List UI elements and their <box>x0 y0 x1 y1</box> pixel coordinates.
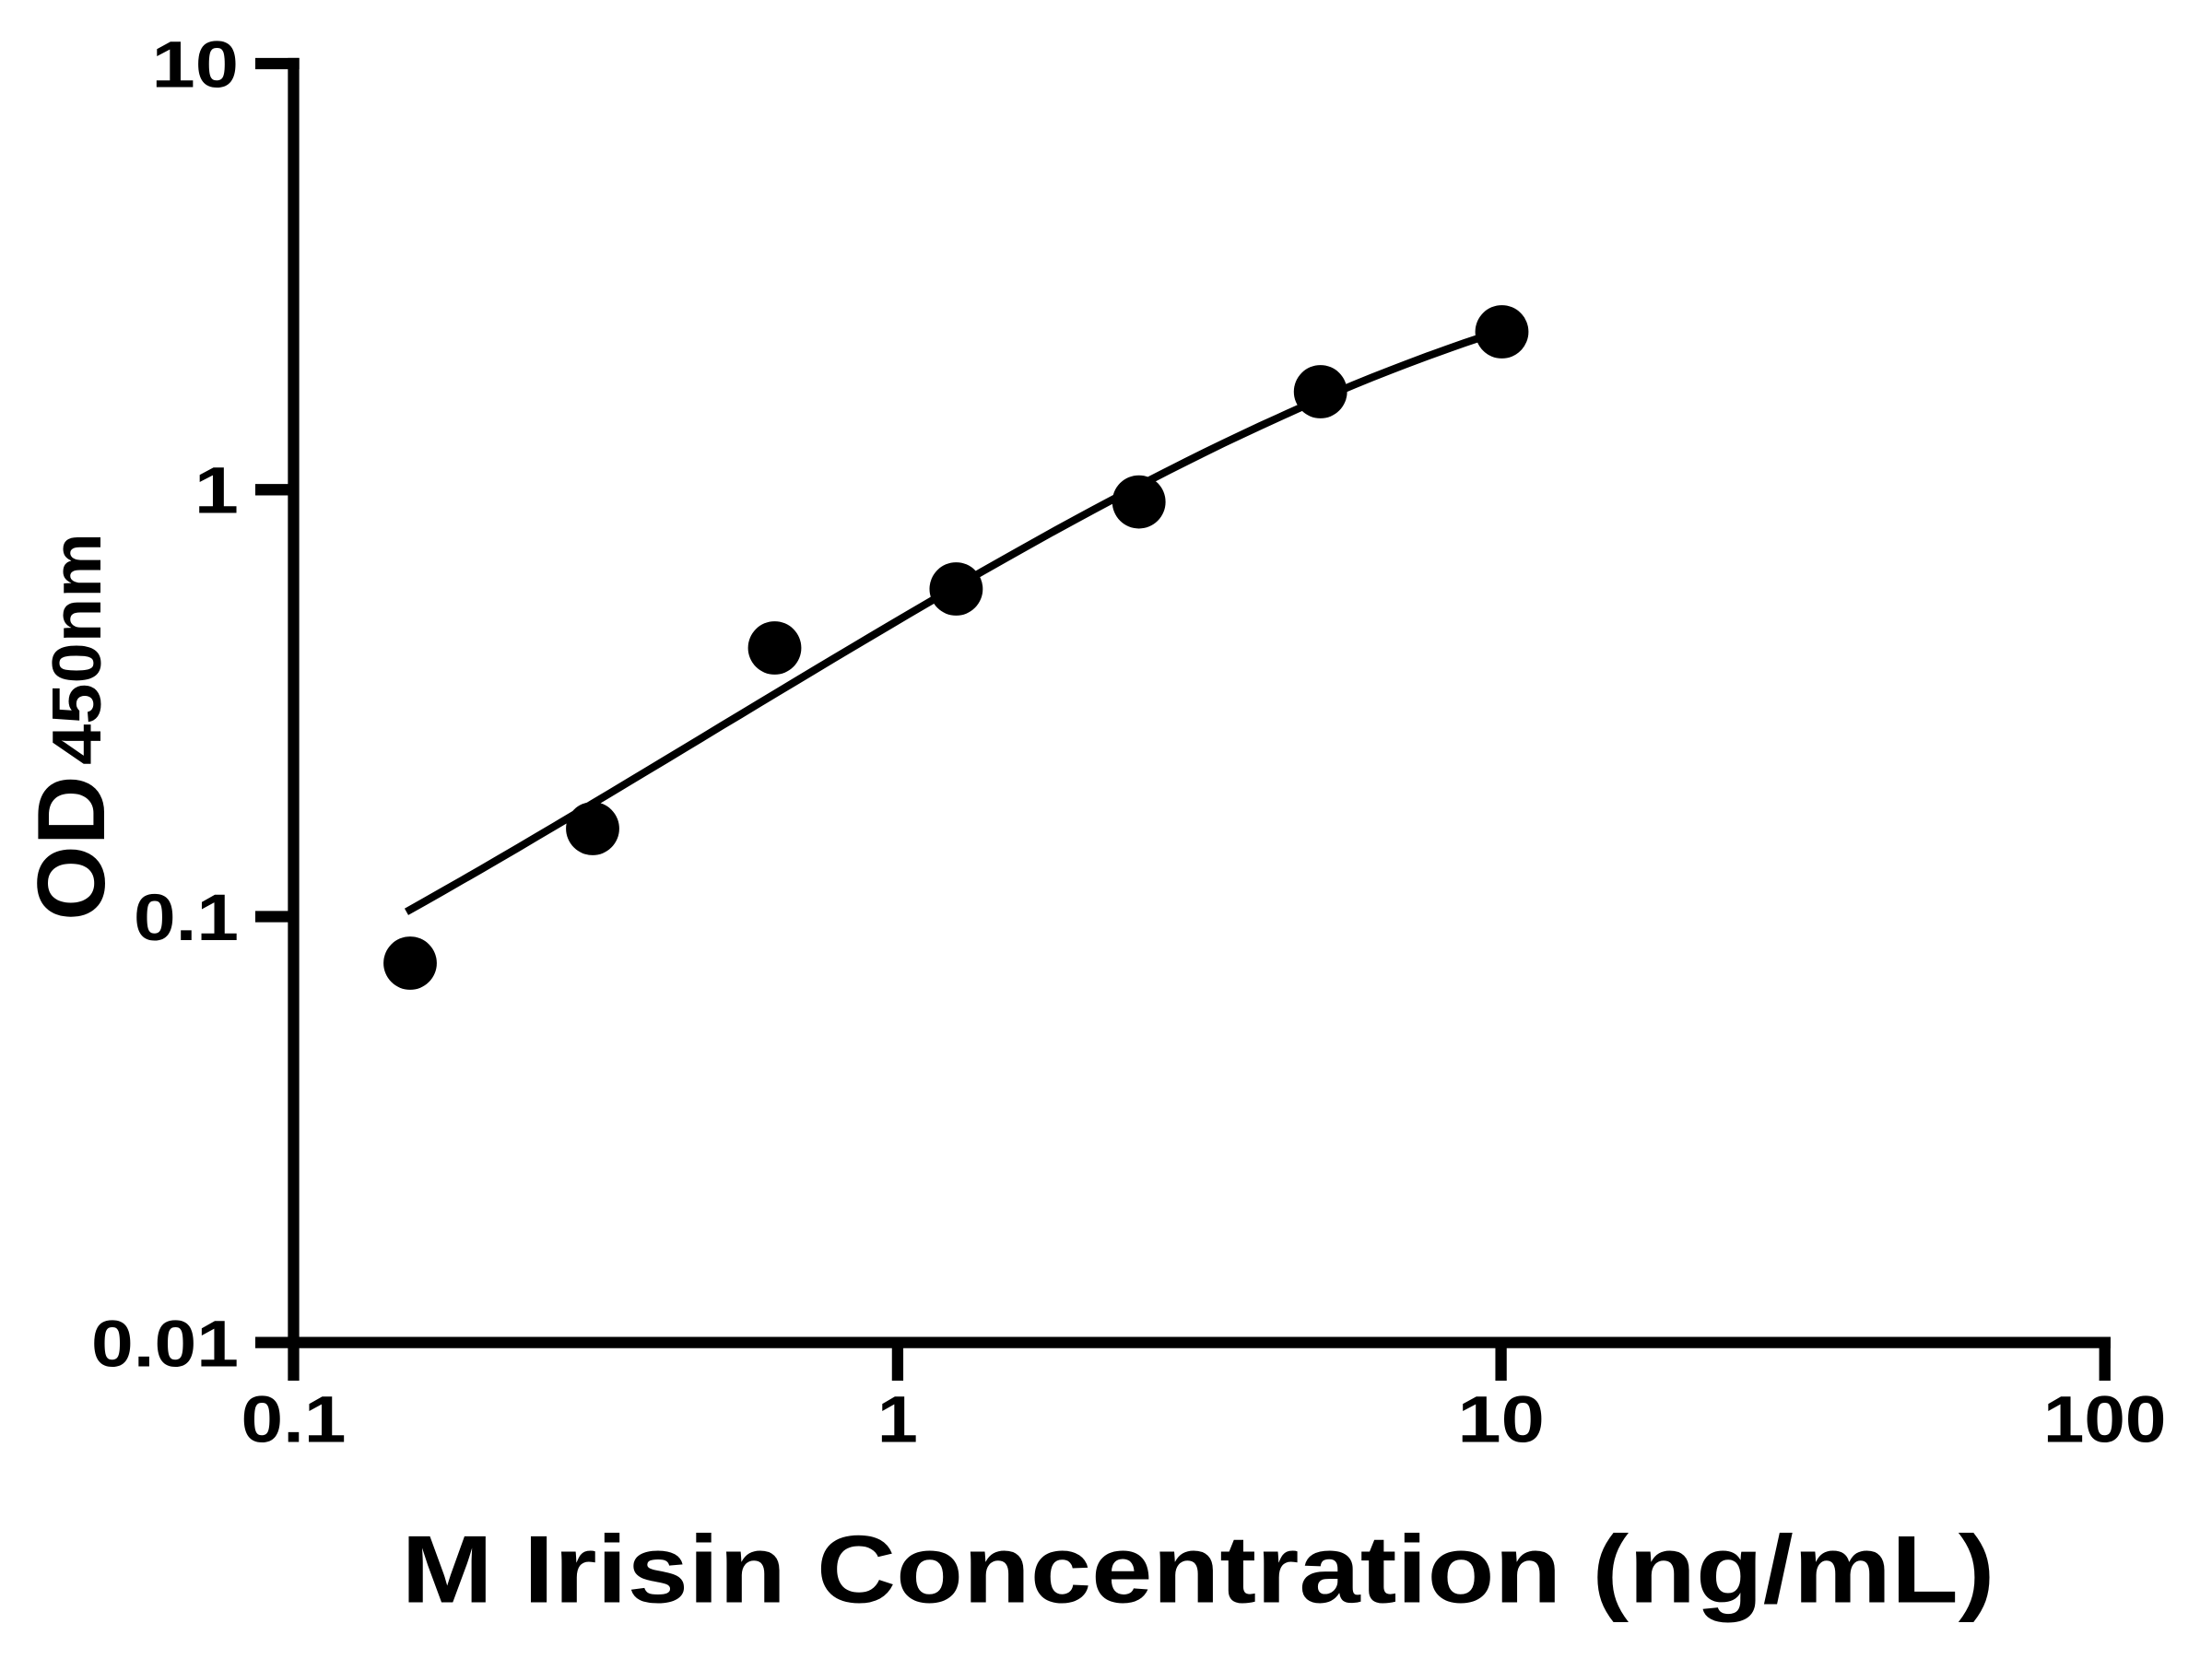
svg-text:M Irisin Concentration (ng/mL): M Irisin Concentration (ng/mL) <box>402 1517 1995 1624</box>
svg-text:450nm: 450nm <box>38 533 115 765</box>
svg-text:1: 1 <box>877 1384 918 1457</box>
svg-text:OD: OD <box>18 775 125 921</box>
svg-text:100: 100 <box>2043 1384 2167 1457</box>
svg-text:0.1: 0.1 <box>134 882 239 955</box>
svg-text:0.01: 0.01 <box>91 1308 239 1381</box>
svg-text:1: 1 <box>194 455 239 528</box>
svg-text:10: 10 <box>1457 1384 1545 1457</box>
svg-text:0.1: 0.1 <box>241 1384 347 1457</box>
svg-text:10: 10 <box>152 29 240 101</box>
